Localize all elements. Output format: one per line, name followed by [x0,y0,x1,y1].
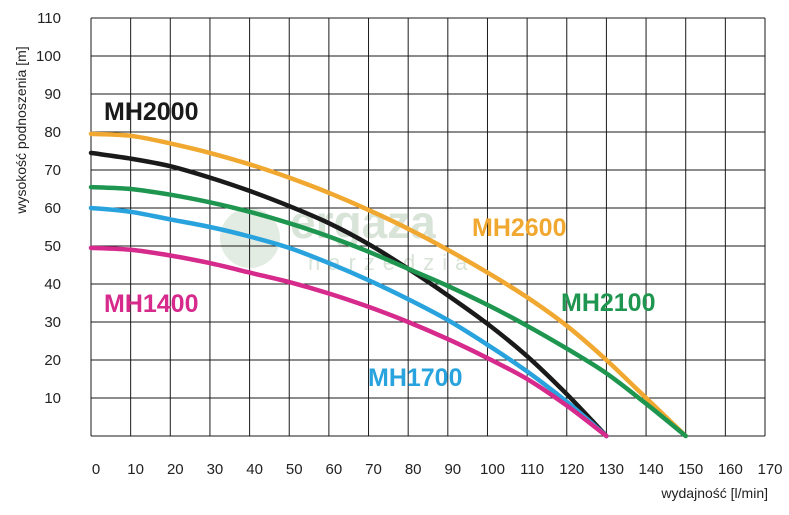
x-tick-label-70: 70 [365,461,382,478]
y-tick-label-90: 90 [44,86,61,103]
y-tick-label-50: 50 [44,238,61,255]
x-tick-label-60: 60 [326,461,343,478]
x-tick-labels: 0 10 20 30 40 50 60 70 80 90 100 110 120 130 140 150 160… [92,461,783,478]
x-tick-label-20: 20 [167,461,184,478]
x-tick-label-140: 140 [639,461,664,478]
y-tick-label-30: 30 [44,314,61,331]
series-line-mh2000 [88,150,609,439]
x-axis-title: wydajność [l/min] [660,485,768,501]
watermark: ergaza narzedzia [220,196,467,275]
series-label-mh1400: MH1400 [104,290,199,318]
y-tick-label-110: 110 [37,10,61,27]
series-label-mh2100: MH2100 [561,289,656,317]
x-tick-label-50: 50 [286,461,303,478]
y-axis-title: wysokość podnoszenia [m] [13,46,29,214]
series-line-mh1700 [88,205,609,439]
series-label-mh2000: MH2000 [104,98,199,126]
series-curves [88,131,688,439]
y-tick-label-100: 100 [36,48,61,65]
series-line-mh2600 [88,131,688,439]
y-tick-label-60: 60 [44,200,61,217]
series-line-mh1400 [88,245,609,439]
x-tick-label-130: 130 [599,461,624,478]
series-line-mh2100 [88,184,688,439]
y-tick-label-80: 80 [44,124,61,141]
series-label-mh2600: MH2600 [472,214,567,242]
x-tick-label-0: 0 [92,461,100,478]
x-tick-label-80: 80 [405,461,422,478]
x-tick-label-160: 160 [718,461,743,478]
series-label-mh1700: MH1700 [368,364,463,392]
x-tick-label-100: 100 [480,461,505,478]
x-tick-label-30: 30 [207,461,224,478]
x-tick-label-170: 170 [757,461,782,478]
x-tick-label-120: 120 [559,461,584,478]
x-tick-label-110: 110 [520,461,544,478]
y-tick-label-10: 10 [44,390,61,407]
x-tick-label-40: 40 [246,461,263,478]
x-tick-label-90: 90 [444,461,461,478]
x-tick-label-10: 10 [127,461,144,478]
y-tick-label-70: 70 [44,162,61,179]
y-tick-labels: 10 20 30 40 50 60 70 80 90 100 110 [36,10,61,407]
y-tick-label-20: 20 [44,352,61,369]
y-tick-label-40: 40 [44,276,61,293]
x-tick-label-150: 150 [678,461,703,478]
